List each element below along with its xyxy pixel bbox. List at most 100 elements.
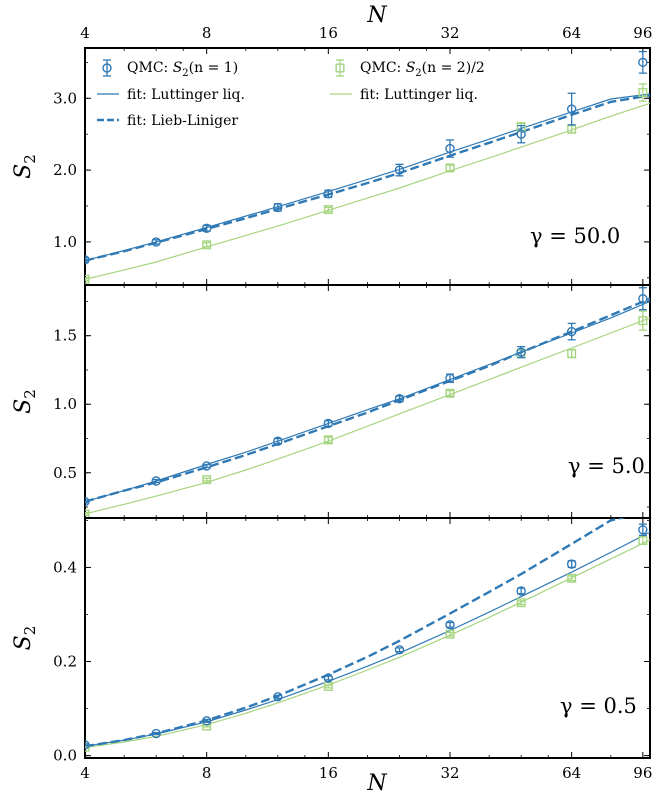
qmc-n1-point — [516, 129, 526, 139]
qmc-n1-point — [151, 476, 161, 486]
qmc-n1-point — [323, 673, 334, 683]
top-x-axis: 4 8 16 32 64 96 — [80, 24, 652, 42]
qmc-n1-point — [201, 716, 212, 726]
qmc-n1-point — [445, 143, 455, 154]
legend-label-rest: (n = 2)/2 — [422, 60, 485, 76]
y-tick-label: 1.5 — [53, 327, 77, 345]
y-tick-label: 0.5 — [53, 464, 77, 482]
qmc-n2-point — [445, 388, 455, 398]
bottom-x-tick-label-96: 96 — [633, 764, 652, 782]
qmc-n2-point — [445, 629, 455, 639]
fit-luttinger-n1-line — [85, 531, 650, 747]
legend-label-lutt1: fit: Luttinger liq. — [127, 87, 245, 103]
qmc-n1-point — [323, 418, 334, 429]
panel-frame — [84, 517, 651, 759]
bottom-x-tick-label-64: 64 — [562, 764, 581, 782]
bottom-x-tick-label-16: 16 — [319, 764, 338, 782]
y-tick-label: 1.0 — [53, 395, 77, 413]
fit-lieb-liniger-line — [85, 297, 650, 503]
legend-label-rest: (n = 1) — [189, 60, 238, 76]
plot-area — [85, 50, 650, 284]
qmc-n1-point — [638, 294, 648, 304]
y-axis-title: S2 — [11, 626, 39, 651]
qmc-n2-point — [567, 349, 577, 359]
legend-label-math: S — [173, 60, 183, 76]
qmc-n1-point — [638, 525, 648, 535]
qmc-n1-point — [516, 347, 526, 357]
legend-label-sub: 2 — [415, 68, 421, 79]
qmc-n2-point — [638, 316, 648, 326]
qmc-n1-point — [273, 202, 283, 213]
qmc-n1-point — [394, 165, 405, 175]
y-tick-label: 0.0 — [53, 747, 77, 765]
plot-area — [85, 287, 650, 518]
legend-label-lutt2: fit: Luttinger liq. — [360, 87, 478, 103]
y-axis-title-main: S — [11, 164, 36, 179]
y-axis-title-main: S — [11, 399, 36, 414]
y-axis-title: S2 — [11, 154, 39, 179]
legend-marker-square — [335, 63, 345, 73]
panel-gamma-5: 0.5 1.0 1.5 S2 γ = 5.0 — [11, 284, 651, 519]
qmc-n1-point — [151, 728, 161, 739]
qmc-n1-point — [85, 740, 90, 750]
qmc-n1-point — [201, 223, 212, 233]
legend-marker-circle — [102, 63, 112, 73]
qmc-n1-point — [445, 373, 455, 383]
top-x-tick-label-16: 16 — [319, 24, 338, 42]
y-tick-label: 0.2 — [53, 653, 77, 671]
bottom-x-tick-label-32: 32 — [440, 764, 459, 782]
fit-luttinger-n2-line — [85, 102, 650, 280]
fit-lieb-liniger-line — [85, 94, 650, 262]
top-x-tick-label-64: 64 — [562, 24, 581, 42]
qmc-n1-point — [445, 620, 455, 630]
qmc-n1-point — [151, 237, 161, 247]
qmc-n1-point — [516, 586, 526, 596]
fit-luttinger-n2-line — [85, 539, 650, 749]
qmc-n1-point — [566, 104, 577, 114]
top-x-tick-label-4: 4 — [80, 24, 90, 42]
y-tick-label: 0.4 — [53, 558, 77, 576]
fit-luttinger-n1-line — [85, 300, 650, 503]
qmc-n1-point — [394, 645, 405, 655]
qmc-n1-point — [394, 394, 405, 404]
qmc-n1-point — [323, 189, 334, 199]
legend-label-qmc2: QMC: S2(n = 2)/2 — [360, 60, 485, 79]
qmc-n2-point — [85, 274, 90, 284]
gamma-label: γ = 0.5 — [560, 694, 637, 718]
bottom-x-tick-label-8: 8 — [202, 764, 212, 782]
qmc-n2-point — [323, 435, 333, 445]
top-x-tick-label-32: 32 — [440, 24, 459, 42]
qmc-n2-point — [202, 240, 212, 250]
qmc-n1-point — [566, 326, 577, 337]
legend-label-math: S — [406, 60, 416, 76]
y-axis-title-sub: 2 — [21, 389, 39, 399]
top-x-tick-label-8: 8 — [202, 24, 212, 42]
y-axis-title-main: S — [11, 635, 36, 650]
qmc-n2-point — [638, 88, 648, 98]
y-tick-label: 2.0 — [53, 161, 77, 179]
panel-frame — [84, 47, 651, 286]
qmc-n1-point — [273, 692, 283, 702]
bottom-x-axis: 4 8 16 32 64 96 — [80, 764, 652, 782]
qmc-n1-point — [273, 436, 283, 446]
qmc-n2-point — [445, 163, 455, 173]
y-tick-label: 1.0 — [53, 233, 77, 251]
y-axis-title-sub: 2 — [21, 626, 39, 636]
bottom-x-axis-title: N — [366, 771, 387, 794]
gamma-label: γ = 5.0 — [568, 454, 645, 478]
y-axis-title: S2 — [11, 389, 39, 414]
qmc-n2-point — [516, 598, 526, 608]
top-x-axis-title: N — [366, 3, 387, 28]
y-tick-label: 3.0 — [53, 89, 77, 107]
qmc-n2-point — [85, 509, 90, 518]
bottom-x-tick-label-4: 4 — [80, 764, 90, 782]
y-axis-title-sub: 2 — [21, 154, 39, 164]
legend-label-lieb: fit: Lieb-Liniger — [127, 113, 238, 129]
qmc-n2-point — [638, 536, 648, 546]
legend-label-prefix: QMC: — [360, 60, 406, 76]
legend-label-prefix: QMC: — [127, 60, 173, 76]
panel-gamma-0-5: 0.0 0.2 0.4 S2 γ = 0.5 — [11, 517, 651, 765]
